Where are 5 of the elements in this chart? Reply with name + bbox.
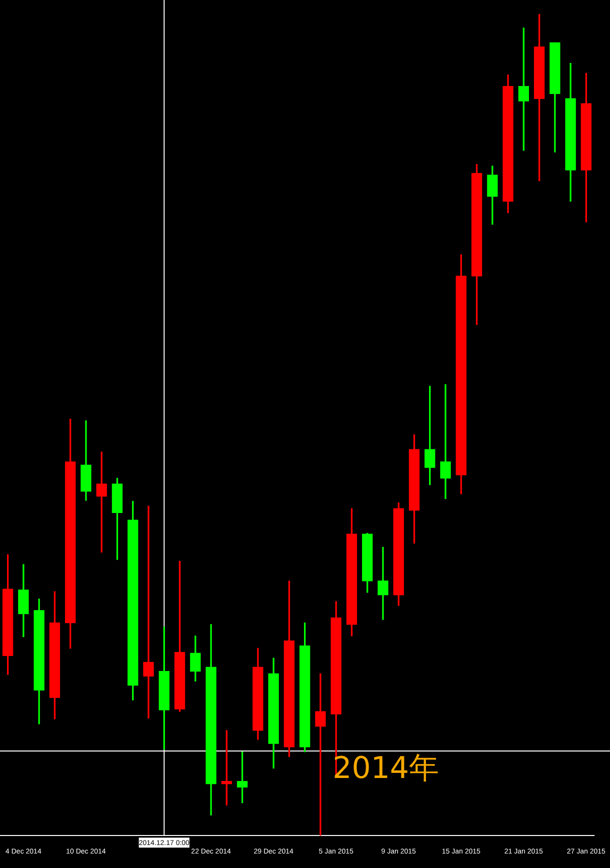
candlestick — [440, 384, 451, 500]
candlestick — [378, 546, 388, 620]
candlestick — [143, 506, 154, 718]
annotation: 2014年 — [332, 751, 439, 786]
candlestick — [315, 673, 326, 836]
